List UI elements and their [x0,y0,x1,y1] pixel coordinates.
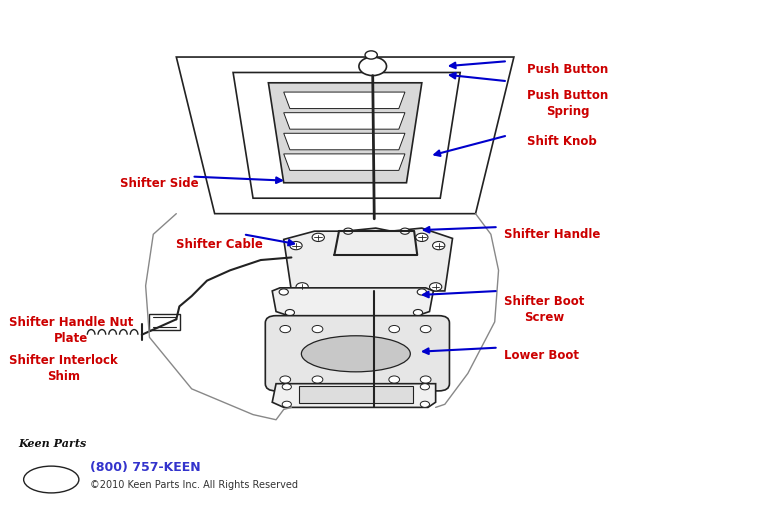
Text: Shifter Side: Shifter Side [120,177,199,190]
Polygon shape [283,113,405,129]
Circle shape [420,384,430,390]
Text: Keen Parts: Keen Parts [18,438,86,449]
Polygon shape [283,228,453,291]
Text: Shifter Interlock
Shim: Shifter Interlock Shim [9,354,118,383]
Circle shape [290,241,302,250]
Polygon shape [273,288,434,316]
Circle shape [312,376,323,383]
Polygon shape [299,386,413,403]
Polygon shape [149,314,180,329]
Circle shape [279,289,288,295]
FancyBboxPatch shape [266,315,450,391]
Circle shape [430,283,442,291]
Circle shape [417,289,427,295]
Text: Lower Boot: Lower Boot [504,349,579,362]
Circle shape [389,376,400,383]
Text: (800) 757-KEEN: (800) 757-KEEN [89,461,200,473]
Text: Shifter Handle Nut
Plate: Shifter Handle Nut Plate [9,315,133,344]
Circle shape [282,401,291,407]
Circle shape [416,233,428,241]
Circle shape [400,228,410,234]
Polygon shape [273,384,436,407]
Polygon shape [283,154,405,170]
Circle shape [420,376,431,383]
Polygon shape [283,133,405,150]
Circle shape [280,376,290,383]
Text: Shifter Cable: Shifter Cable [176,238,263,251]
Text: Push Button
Spring: Push Button Spring [527,89,608,118]
Circle shape [420,401,430,407]
Circle shape [413,309,423,315]
Circle shape [312,233,324,241]
Circle shape [280,325,290,333]
Polygon shape [269,83,422,183]
Circle shape [296,283,308,291]
Circle shape [420,325,431,333]
Text: Shifter Handle: Shifter Handle [504,228,601,241]
Polygon shape [283,92,405,109]
Circle shape [359,57,387,76]
Circle shape [285,309,294,315]
Circle shape [312,325,323,333]
Text: ©2010 Keen Parts Inc. All Rights Reserved: ©2010 Keen Parts Inc. All Rights Reserve… [89,480,298,490]
Text: Shift Knob: Shift Knob [527,135,597,148]
Circle shape [365,51,377,59]
Circle shape [343,228,353,234]
Circle shape [282,384,291,390]
Text: Shifter Boot
Screw: Shifter Boot Screw [504,295,584,324]
Circle shape [389,325,400,333]
Text: Push Button: Push Button [527,63,608,76]
Ellipse shape [301,336,410,372]
Circle shape [433,241,445,250]
